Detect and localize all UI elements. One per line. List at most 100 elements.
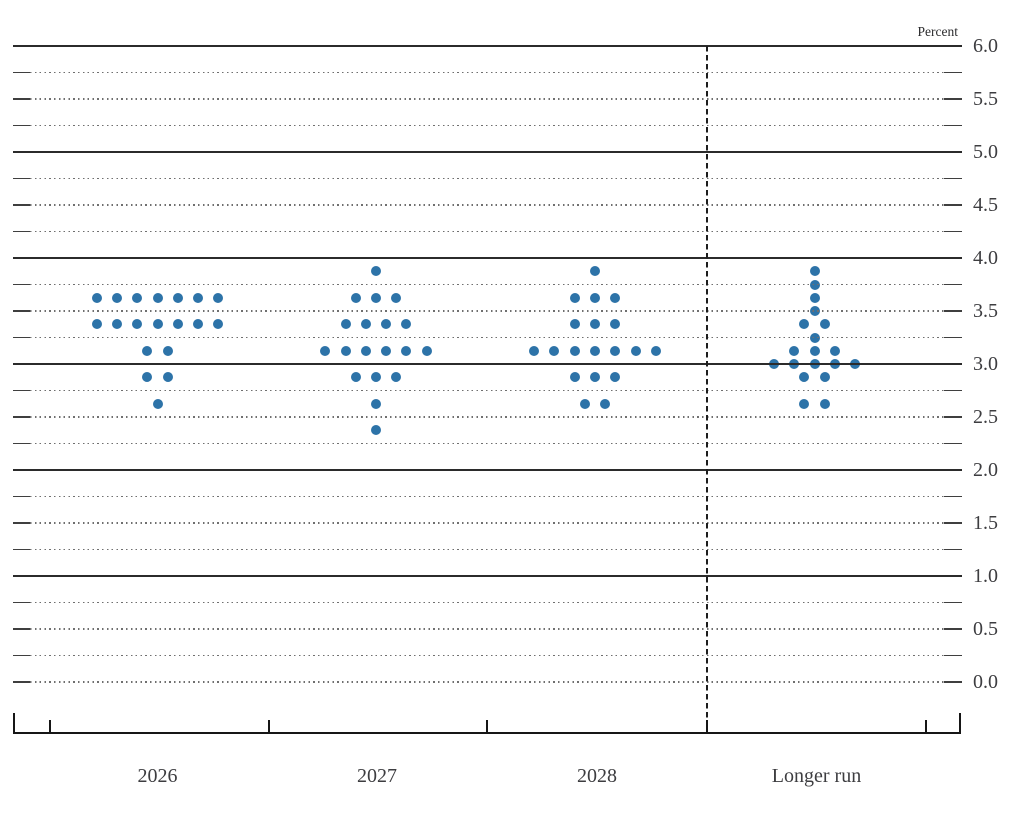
gridline-left-dash: [13, 336, 30, 339]
gridline-solid: [13, 45, 962, 47]
projection-dot: [320, 345, 331, 356]
projection-dot: [213, 319, 224, 330]
gridline-right-dash: [944, 204, 962, 206]
projection-dot: [819, 372, 830, 383]
gridline-left-dash: [13, 628, 30, 630]
gridline-dotted: [30, 654, 944, 657]
projection-dot: [152, 398, 163, 409]
projection-dot: [610, 319, 621, 330]
projection-dot: [799, 398, 810, 409]
x-axis-tick: [49, 720, 51, 732]
gridline-left-dash: [13, 177, 30, 180]
projection-dot: [381, 345, 392, 356]
projection-dot: [630, 345, 641, 356]
projection-dot: [350, 372, 361, 383]
projection-dot: [162, 372, 173, 383]
gridline-left-dash: [13, 389, 30, 392]
y-axis-tick-label: 0.5: [973, 618, 998, 640]
gridline-dotted: [30, 495, 944, 498]
y-axis-tick-label: 1.5: [973, 512, 998, 534]
projection-dot: [590, 372, 600, 383]
gridline-solid: [13, 469, 962, 471]
gridline-right-dash: [944, 336, 962, 339]
projection-dot: [799, 372, 810, 383]
projection-dot: [819, 398, 830, 409]
projection-dot: [371, 372, 381, 383]
gridline-left-dash: [13, 230, 30, 233]
gridline-dotted: [30, 681, 944, 683]
projection-dot: [809, 292, 820, 303]
projection-dot: [172, 319, 183, 330]
projection-dot: [829, 345, 840, 356]
gridline-left-dash: [13, 124, 30, 127]
gridline-dotted: [30, 628, 944, 630]
gridline-left-dash: [13, 71, 30, 74]
y-axis-tick-label: 1.0: [973, 565, 998, 587]
projection-dot: [111, 319, 122, 330]
gridline-dotted: [30, 124, 944, 127]
gridline-right-dash: [944, 283, 962, 286]
y-axis-tick-label: 4.5: [973, 194, 998, 216]
projection-dot: [340, 319, 351, 330]
gridline-dotted: [30, 548, 944, 551]
projection-dot: [569, 319, 580, 330]
gridline-dotted: [30, 442, 944, 445]
gridline-dotted: [30, 177, 944, 180]
projection-dot: [590, 345, 600, 356]
y-axis-tick-label: 0.0: [973, 671, 998, 693]
projection-dot: [549, 345, 560, 356]
projection-dot: [371, 398, 381, 409]
x-axis-line: [13, 732, 961, 734]
category-label-longer-run: Longer run: [771, 765, 862, 787]
category-label-2027: 2027: [357, 765, 397, 787]
projection-dot: [610, 292, 621, 303]
gridline-right-dash: [944, 389, 962, 392]
projection-dot: [401, 319, 412, 330]
projection-dot: [350, 292, 361, 303]
gridline-right-dash: [944, 442, 962, 445]
projection-dot: [421, 345, 432, 356]
x-axis-tick: [925, 720, 927, 732]
projection-dot: [152, 319, 163, 330]
gridline-dotted: [30, 230, 944, 233]
projection-dot: [360, 319, 371, 330]
category-label-2026: 2026: [137, 765, 178, 787]
projection-dot: [371, 292, 381, 303]
y-axis-tick-label: 2.5: [973, 406, 998, 428]
gridline-dotted: [30, 389, 944, 392]
x-axis-tick: [268, 720, 270, 732]
projection-dot: [91, 319, 102, 330]
y-axis-tick-label: 6.0: [973, 35, 998, 57]
projection-dot: [371, 425, 381, 436]
projection-dot: [569, 372, 580, 383]
projection-dot: [579, 398, 590, 409]
projection-dot: [193, 319, 204, 330]
projection-dot: [809, 266, 820, 277]
projection-dot: [111, 292, 122, 303]
projection-dot: [360, 345, 371, 356]
gridline-solid: [13, 257, 962, 259]
projection-dot: [91, 292, 102, 303]
gridline-left-dash: [13, 495, 30, 498]
projection-dot: [529, 345, 540, 356]
projection-dot: [142, 345, 153, 356]
projection-dot: [172, 292, 183, 303]
x-axis-tick: [706, 720, 708, 732]
x-axis-endcap: [959, 713, 961, 732]
y-axis-tick-label: 5.0: [973, 141, 998, 163]
gridline-right-dash: [944, 98, 962, 100]
projection-dot: [142, 372, 153, 383]
y-axis-tick-label: 5.5: [973, 88, 998, 110]
projection-dot: [381, 319, 392, 330]
projection-dot: [590, 319, 600, 330]
gridline-left-dash: [13, 522, 30, 524]
projection-dot: [162, 345, 173, 356]
projection-dot: [371, 266, 381, 277]
separator-dashed-line: [706, 46, 708, 732]
gridline-solid: [13, 363, 962, 365]
gridline-dotted: [30, 336, 944, 339]
projection-dot: [819, 319, 830, 330]
gridline-right-dash: [944, 416, 962, 418]
